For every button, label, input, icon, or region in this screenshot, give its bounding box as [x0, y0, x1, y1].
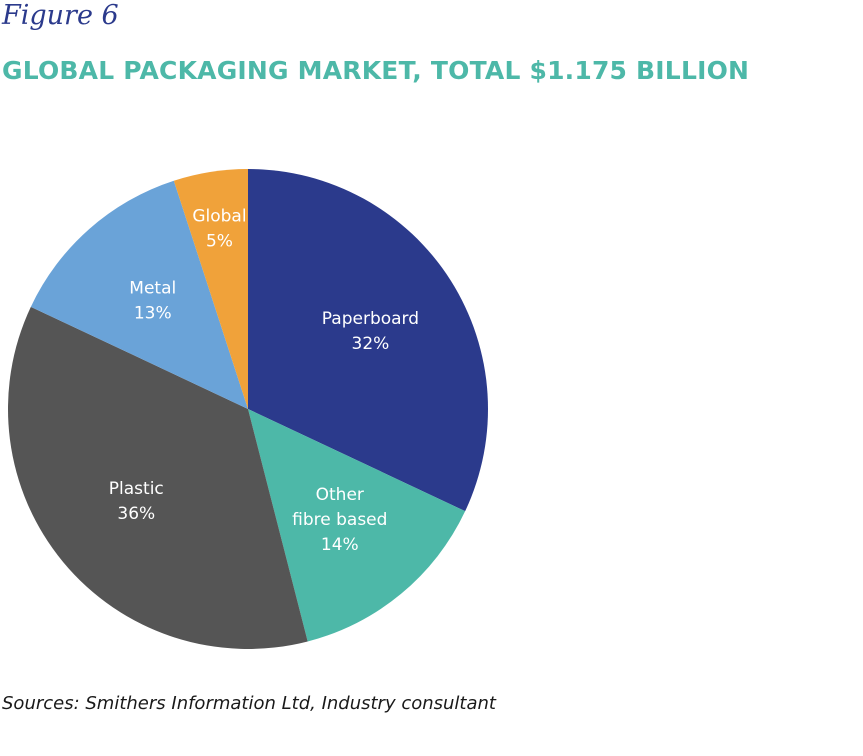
pie-slice-other-fibre-based [248, 409, 466, 642]
slice-category-label: Metal [129, 278, 176, 298]
figure-label: Figure 6 [2, 0, 119, 31]
source-note: Sources: Smithers Information Ltd, Indus… [2, 693, 496, 714]
pie-slice-plastic [7, 306, 308, 649]
pie-slices [7, 169, 488, 649]
slice-category-label: Other [316, 485, 364, 505]
pie-slice-global [173, 169, 248, 409]
slice-category-label: Global [192, 206, 246, 226]
pie-slice-paperboard [248, 169, 488, 512]
chart-title: GLOBAL PACKAGING MARKET, TOTAL $1.175 BI… [2, 56, 750, 85]
slice-percent-label: 14% [321, 535, 359, 555]
slice-category-label: fibre based [292, 510, 387, 530]
slice-category-label: Paperboard [322, 309, 419, 329]
slice-percent-label: 32% [352, 334, 390, 354]
slice-percent-label: 5% [206, 231, 233, 251]
pie-labels: Paperboard 32% Other fibre based 14% Plastic 3… [109, 206, 419, 555]
pie-slice-metal [30, 180, 248, 409]
slice-percent-label: 36% [117, 504, 155, 524]
slice-category-label: Plastic [109, 479, 164, 499]
slice-percent-label: 13% [134, 303, 172, 323]
